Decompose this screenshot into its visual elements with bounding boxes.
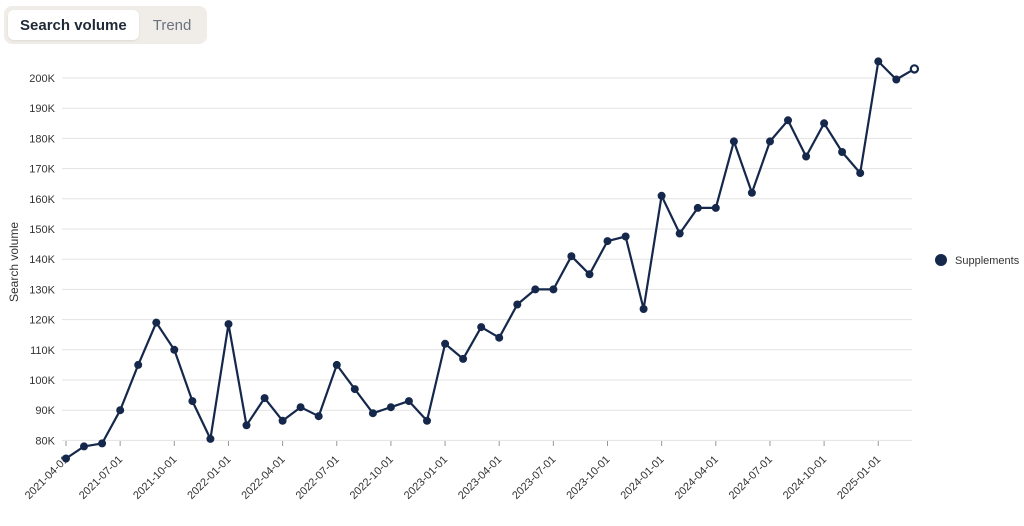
data-point[interactable] <box>874 57 883 66</box>
x-tick-label: 2022-04-01 <box>239 454 287 502</box>
data-point[interactable] <box>278 416 287 425</box>
y-tick-label: 80K <box>35 435 55 447</box>
data-point[interactable] <box>62 454 70 463</box>
data-point[interactable] <box>404 397 413 406</box>
x-tick-label: 2023-10-01 <box>564 454 612 502</box>
y-tick-label: 200K <box>29 73 55 85</box>
data-point[interactable] <box>729 137 738 146</box>
data-point[interactable] <box>80 442 88 451</box>
data-point[interactable] <box>495 333 504 342</box>
y-tick-label: 140K <box>29 254 55 266</box>
data-point[interactable] <box>711 203 720 212</box>
tab-trend[interactable]: Trend <box>152 16 192 34</box>
data-point[interactable] <box>296 403 305 412</box>
view-tabs: Search volume Trend <box>4 6 208 44</box>
x-tick-label: 2022-07-01 <box>294 454 342 502</box>
data-points <box>62 57 920 463</box>
y-tick-label: 160K <box>29 194 55 206</box>
data-point[interactable] <box>639 305 648 313</box>
y-tick-label: 150K <box>29 224 55 236</box>
y-tick-label: 100K <box>29 375 55 387</box>
data-point[interactable] <box>224 320 233 329</box>
data-point[interactable] <box>134 360 143 369</box>
y-tick-label: 190K <box>29 103 55 115</box>
grid-lines <box>62 77 912 441</box>
y-tick-label: 120K <box>29 315 55 327</box>
legend[interactable]: Supplements <box>935 254 1020 267</box>
series-line-supplements <box>65 60 915 460</box>
data-point[interactable] <box>820 119 829 128</box>
data-point[interactable] <box>549 285 558 294</box>
x-tick-label: 2021-07-01 <box>77 454 125 502</box>
y-tick-label: 180K <box>29 133 55 145</box>
data-point[interactable] <box>170 345 179 354</box>
data-point[interactable] <box>423 416 431 425</box>
data-point[interactable] <box>368 409 377 418</box>
x-axis: 2021-04-01 2021-07-01 2021-10-01 2022-01-01… <box>23 441 883 502</box>
data-point[interactable] <box>856 169 865 178</box>
data-point[interactable] <box>116 406 125 415</box>
data-point[interactable] <box>693 203 702 212</box>
x-tick-label: 2024-07-01 <box>727 454 775 502</box>
data-point[interactable] <box>188 397 197 406</box>
x-tick-label: 2023-04-01 <box>456 454 504 502</box>
x-tick-label: 2025-01-01 <box>835 454 883 502</box>
data-point[interactable] <box>260 394 269 403</box>
data-point[interactable] <box>909 64 920 74</box>
x-tick-label: 2022-01-01 <box>185 454 233 502</box>
x-tick-label: 2023-01-01 <box>402 454 450 502</box>
data-point[interactable] <box>441 339 450 348</box>
y-tick-label: 110K <box>30 345 56 357</box>
data-point[interactable] <box>838 148 847 156</box>
data-point[interactable] <box>747 188 756 197</box>
data-point[interactable] <box>459 354 468 363</box>
data-point[interactable] <box>802 152 811 161</box>
tab-search-volume[interactable]: Search volume <box>8 10 139 40</box>
y-tick-label: 170K <box>29 164 55 176</box>
data-point[interactable] <box>531 285 540 294</box>
x-tick-label: 2022-10-01 <box>348 454 396 502</box>
data-point[interactable] <box>766 137 774 146</box>
data-point[interactable] <box>242 421 251 430</box>
data-point[interactable] <box>621 232 630 241</box>
data-point[interactable] <box>657 191 666 200</box>
legend-label-supplements: Supplements <box>955 255 1020 267</box>
y-axis-title: Search volume <box>7 222 21 302</box>
data-point[interactable] <box>513 300 522 309</box>
x-tick-label: 2023-07-01 <box>510 454 558 502</box>
y-tick-label: 90K <box>35 405 55 417</box>
y-axis: 80K 90K 100K 110K 120K 130K 140K 150K 160K 170K 18… <box>29 73 55 447</box>
data-point[interactable] <box>477 323 486 332</box>
data-point[interactable] <box>206 434 215 443</box>
legend-marker-supplements <box>935 254 947 266</box>
data-point[interactable] <box>892 75 901 84</box>
data-point[interactable] <box>585 270 594 279</box>
data-point[interactable] <box>603 237 612 246</box>
x-tick-label: 2024-04-01 <box>673 454 721 502</box>
data-point[interactable] <box>567 252 576 261</box>
data-point[interactable] <box>350 385 359 394</box>
data-point[interactable] <box>314 412 323 421</box>
data-point[interactable] <box>675 229 684 238</box>
x-tick-label: 2021-10-01 <box>131 454 179 502</box>
data-point[interactable] <box>332 360 341 369</box>
y-tick-label: 130K <box>29 284 55 296</box>
x-tick-label: 2024-10-01 <box>781 454 829 502</box>
x-tick-label: 2024-01-01 <box>618 454 666 502</box>
data-point[interactable] <box>784 116 792 125</box>
data-point[interactable] <box>98 439 107 448</box>
data-point[interactable] <box>152 318 161 327</box>
data-point[interactable] <box>386 403 395 412</box>
